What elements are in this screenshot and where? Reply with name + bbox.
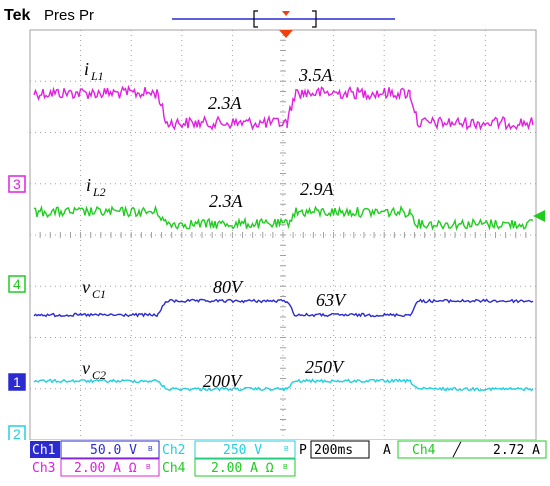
svg-text:L2: L2: [92, 185, 106, 199]
ch4-scale: 2.00 A Ω: [211, 461, 274, 476]
ch2-bw-limit-icon: B: [284, 446, 289, 453]
svg-text:L1: L1: [90, 69, 104, 83]
trigger-source: Ch4: [412, 443, 436, 458]
ch2-scale: 250 V: [223, 443, 262, 458]
ch3-marker: 3: [8, 175, 26, 193]
trigger-box[interactable]: [397, 440, 547, 459]
svg-text:1: 1: [13, 374, 21, 390]
ch1-scale-box[interactable]: [60, 440, 160, 459]
trigger-mode: A: [383, 443, 391, 458]
vC2-low-value: 200V: [203, 371, 243, 391]
waveforms: [33, 84, 534, 392]
iL2-trace: [33, 204, 534, 232]
iL1-high-value: 3.5A: [298, 65, 334, 85]
scope-header: Tek Pres Pr: [4, 7, 395, 28]
ch3-scale: 2.00 A Ω: [74, 461, 137, 476]
ch1-bw-limit-icon: B: [148, 446, 153, 453]
ch4-badge[interactable]: [160, 459, 194, 476]
vC2-label: v C2: [82, 358, 106, 382]
trigger-level: 2.72 A: [493, 443, 540, 458]
iL2-label: i L2: [86, 175, 106, 199]
vC2-high-value: 250V: [305, 357, 345, 377]
ch4-marker: 4: [8, 275, 26, 293]
ch2-badge[interactable]: [160, 441, 194, 458]
svg-text:i: i: [84, 59, 89, 79]
ch4-bw-limit-icon: B: [283, 464, 288, 471]
iL1-label: i L1: [84, 59, 104, 83]
svg-text:4: 4: [13, 276, 21, 292]
ch2-scale-box[interactable]: [194, 440, 296, 459]
vC1-trace: [33, 298, 534, 318]
iL1-low-value: 2.3A: [208, 93, 243, 113]
ch4-label: Ch4: [162, 461, 186, 476]
record-view-bracket-left: [253, 10, 258, 28]
svg-text:2: 2: [13, 426, 21, 442]
ch3-badge[interactable]: [30, 459, 60, 476]
svg-text:C1: C1: [92, 287, 106, 301]
ch3-label: Ch3: [32, 461, 55, 476]
ch2-marker: 2: [8, 425, 26, 443]
ch3-bw-limit-icon: B: [146, 464, 151, 471]
trigger-slope-icon: ╱: [452, 441, 462, 458]
timebase-box[interactable]: [310, 440, 370, 459]
acquisition-mode: Pres Pr: [44, 7, 94, 24]
ch3-scale-box[interactable]: [60, 458, 160, 477]
vC1-high-value: 80V: [213, 277, 244, 297]
trigger-level-marker: [533, 210, 545, 222]
svg-text:3: 3: [13, 176, 21, 192]
ch1-badge[interactable]: [30, 441, 60, 458]
channel-markers: 3 4 1 2: [8, 175, 545, 443]
iL2-high-value: 2.9A: [300, 179, 335, 199]
ch1-scale: 50.0 V: [90, 443, 137, 458]
svg-text:C2: C2: [92, 368, 106, 382]
brand-logo: Tek: [4, 7, 30, 24]
trigger-point-marker: [279, 30, 293, 38]
vC1-low-value: 63V: [316, 290, 347, 310]
iL2-low-value: 2.3A: [209, 191, 244, 211]
trigger-position-marker-top: [282, 11, 290, 16]
svg-text:v: v: [82, 277, 90, 297]
timebase-prefix: P: [299, 443, 307, 458]
ch4-scale-box[interactable]: [194, 458, 296, 477]
vC1-label: v C1: [82, 277, 106, 301]
svg-text:i: i: [86, 175, 91, 195]
svg-text:v: v: [82, 358, 90, 378]
iL1-trace: [33, 84, 534, 131]
vC2-trace: [33, 378, 534, 392]
ch1-marker: 1: [8, 373, 26, 391]
timebase-value: 200ms: [314, 443, 353, 458]
record-view-bracket-right: [312, 10, 317, 28]
annotations: i L1 3.5A 2.3A i L2 2.3A 2.9A v C1 80V 6…: [82, 59, 347, 391]
ch1-label: Ch1: [32, 443, 55, 458]
status-bar: Ch1 50.0 V B Ch2 250 V B P 200ms A Ch4 ╱…: [0, 440, 550, 486]
ch2-label: Ch2: [162, 443, 185, 458]
